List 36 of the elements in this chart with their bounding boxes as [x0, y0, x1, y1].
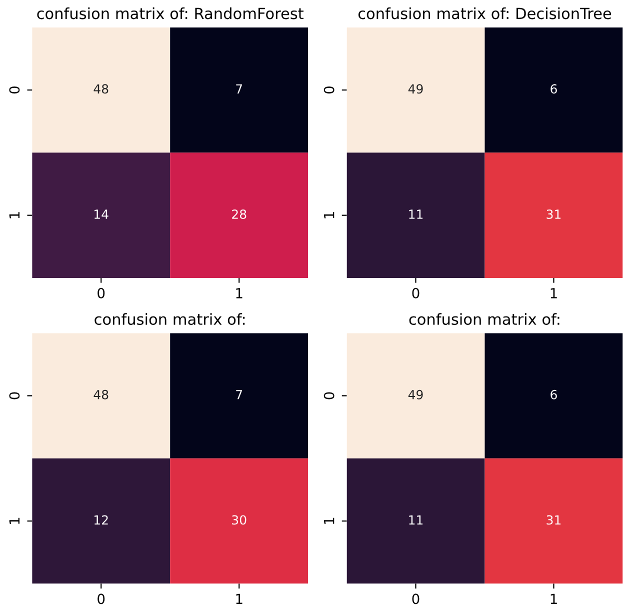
chart-title: confusion matrix of:: [409, 313, 560, 325]
chart-title: confusion matrix of: RandomForest: [37, 7, 304, 20]
data-label: 6: [550, 84, 557, 94]
y-tick-label: 0: [9, 392, 20, 400]
data-label: 6: [550, 390, 557, 400]
x-tick-label: 1: [236, 594, 242, 604]
x-tick-label: 0: [98, 288, 105, 298]
x-tick-label: 1: [236, 288, 242, 298]
y-tick-label: 1: [324, 212, 334, 218]
chart-title: confusion matrix of: DecisionTree: [358, 7, 612, 20]
x-tick-label: 0: [98, 594, 105, 604]
data-label: 48: [94, 390, 108, 400]
data-label: 14: [94, 210, 108, 219]
y-tick-label: 1: [9, 212, 20, 218]
data-label: 49: [408, 390, 423, 400]
y-tick-label: 0: [324, 392, 334, 400]
data-label: 31: [546, 209, 561, 219]
data-label: 7: [236, 390, 242, 400]
y-tick-label: 1: [9, 518, 20, 524]
data-label: 11: [409, 210, 423, 219]
x-tick-label: 1: [550, 594, 557, 604]
chart-title: confusion matrix of:: [94, 313, 245, 325]
data-label: 11: [409, 515, 423, 524]
data-label: 49: [408, 84, 423, 94]
data-label: 7: [236, 84, 242, 94]
x-tick-label: 0: [412, 594, 420, 604]
y-tick-label: 1: [324, 518, 334, 524]
x-tick-label: 0: [412, 288, 420, 298]
data-label: 12: [94, 515, 108, 524]
data-label: 48: [94, 84, 108, 94]
data-label: 28: [232, 209, 246, 219]
x-tick-label: 1: [550, 288, 557, 298]
y-tick-label: 0: [324, 86, 334, 94]
data-label: 31: [546, 515, 561, 525]
data-label: 30: [232, 515, 246, 525]
y-tick-label: 0: [9, 86, 20, 94]
